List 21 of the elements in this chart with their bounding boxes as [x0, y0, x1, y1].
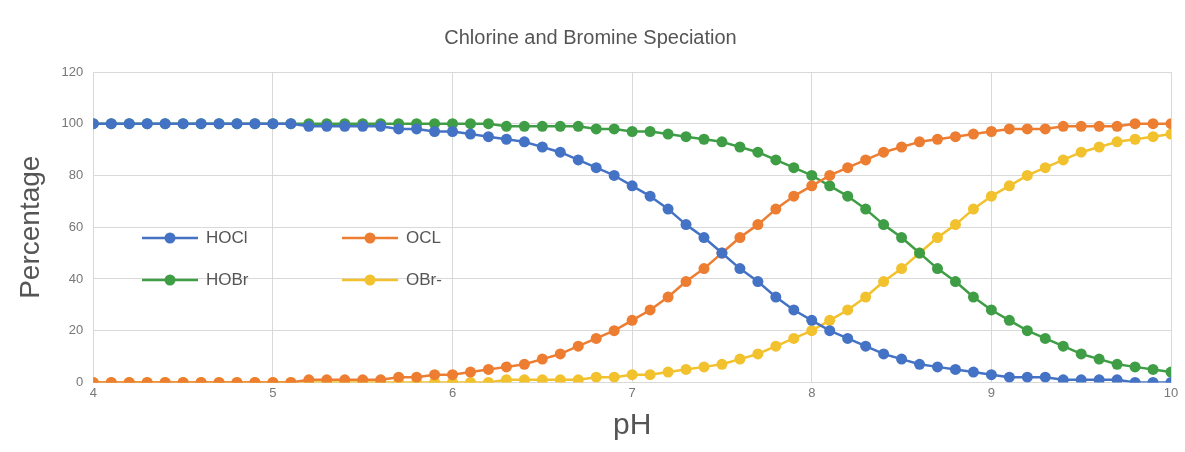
x-tick-label: 6	[448, 384, 457, 400]
y-axis-title: Percentage	[13, 155, 45, 299]
legend-label: OCL	[406, 228, 441, 248]
x-tick-label: 7	[628, 384, 636, 400]
y-tick-label: 80	[68, 167, 84, 183]
y-tick-label: 100	[61, 115, 84, 131]
x-tick-label: 10	[1163, 384, 1179, 400]
legend-label: HOCl	[206, 228, 248, 248]
x-tick-label: 5	[269, 384, 277, 400]
y-tick-label: 40	[68, 270, 84, 286]
y-tick-label: 0	[76, 373, 84, 389]
x-axis-title: pH	[612, 407, 652, 441]
legend-label: HOBr	[206, 270, 249, 290]
legend-label: OBr-	[406, 270, 442, 290]
y-tick-label: 60	[68, 218, 84, 234]
y-tick-label: 20	[68, 322, 84, 338]
x-tick-label: 8	[808, 384, 816, 400]
y-tick-label: 120	[61, 63, 84, 79]
x-tick-label: 9	[987, 384, 995, 400]
x-tick-label: 4	[89, 384, 97, 400]
chart-title: Chlorine and Bromine Speciation	[444, 25, 737, 48]
